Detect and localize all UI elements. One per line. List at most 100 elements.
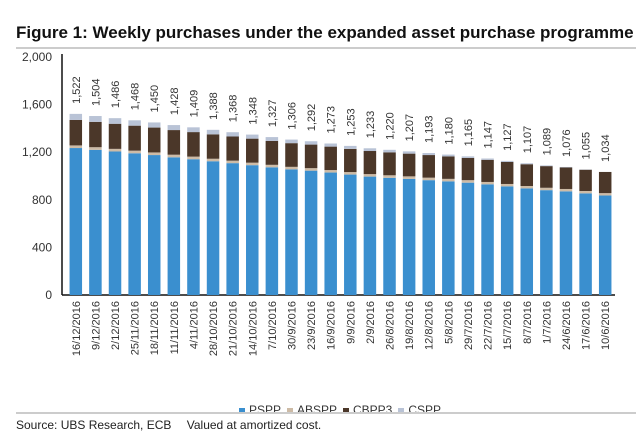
legend-swatch bbox=[238, 407, 245, 414]
bar-segment-abspp bbox=[246, 162, 259, 166]
x-tick-label: 19/8/2016 bbox=[404, 301, 416, 350]
bar-segment-pspp bbox=[167, 157, 181, 295]
bar-segment-abspp bbox=[324, 170, 337, 173]
bar-segment-abspp bbox=[520, 185, 534, 189]
total-data-label: 1,233 bbox=[365, 111, 377, 139]
bar-segment-cspp bbox=[128, 120, 141, 126]
bar-segment-cbpp3 bbox=[442, 156, 455, 179]
x-tick-label: 30/9/2016 bbox=[286, 301, 298, 350]
bar-segment-abspp bbox=[89, 147, 102, 150]
bar-segment-pspp bbox=[383, 177, 396, 295]
bar-segment-cspp bbox=[285, 139, 298, 144]
bar-segment-cbpp3 bbox=[147, 127, 161, 153]
bar-segment-cbpp3 bbox=[285, 143, 298, 167]
legend-label: PSPP bbox=[248, 403, 281, 417]
legend-swatch bbox=[286, 407, 293, 414]
bar-segment-abspp bbox=[226, 160, 239, 164]
bar-segment-abspp bbox=[481, 181, 494, 185]
total-data-label: 1,055 bbox=[581, 132, 593, 160]
bar-segment-cbpp3 bbox=[324, 146, 337, 171]
bar-segment-abspp bbox=[147, 152, 161, 156]
legend: PSPP ABSPP CBPP3 CSPP bbox=[0, 403, 640, 417]
total-data-label: 1,273 bbox=[326, 106, 338, 134]
bar-segment-cbpp3 bbox=[226, 136, 239, 161]
bar-segment-cspp bbox=[167, 125, 181, 131]
x-tick-label: 4/11/2016 bbox=[188, 301, 200, 349]
legend-label: CSPP bbox=[408, 403, 442, 417]
x-tick-label: 24/6/2016 bbox=[561, 301, 573, 350]
bar-segment-cbpp3 bbox=[89, 121, 102, 148]
bar-segment-abspp bbox=[598, 193, 612, 196]
bar-segment-cspp bbox=[481, 158, 494, 160]
x-tick-label: 9/9/2016 bbox=[345, 301, 357, 344]
source-note: Source: UBS Research, ECB Valued at amor… bbox=[16, 418, 636, 432]
bar-segment-cspp bbox=[69, 113, 83, 120]
x-tick-label: 26/8/2016 bbox=[385, 301, 397, 350]
x-tick-label: 18/11/2016 bbox=[149, 301, 161, 355]
bar-segment-cspp bbox=[402, 151, 416, 154]
bar-segment-cspp bbox=[540, 165, 553, 167]
total-data-label: 1,348 bbox=[247, 97, 259, 125]
source-text: Source: UBS Research, ECB bbox=[16, 418, 172, 432]
bar-segment-cbpp3 bbox=[383, 152, 396, 176]
bar-segment-abspp bbox=[187, 156, 200, 160]
valuation-note: Valued at amortized cost. bbox=[186, 418, 322, 432]
bar-segment-abspp bbox=[206, 158, 220, 162]
stacked-bar-chart: 0 400 800 1,200 1,600 2,000 1,522 16/12/2016 1,5… bbox=[22, 50, 615, 356]
bar-segment-pspp bbox=[304, 170, 318, 295]
bar-segment-cspp bbox=[520, 163, 534, 165]
bar-segment-abspp bbox=[344, 172, 357, 175]
bar-segment-pspp bbox=[89, 149, 102, 295]
bar-segment-cbpp3 bbox=[206, 134, 220, 159]
bar-segment-cbpp3 bbox=[559, 167, 573, 189]
x-tick-label: 14/10/2016 bbox=[247, 301, 259, 356]
bar-segment-cbpp3 bbox=[363, 151, 377, 175]
bar-segment-abspp bbox=[500, 183, 514, 187]
bar-segment-cbpp3 bbox=[304, 144, 318, 169]
bar-segment-cspp bbox=[422, 153, 435, 156]
bar-segment-cbpp3 bbox=[598, 171, 612, 194]
legend-item-cbpp3: CBPP3 bbox=[343, 403, 392, 417]
bar-segment-abspp bbox=[461, 180, 475, 183]
y-tick-label: 1,600 bbox=[22, 98, 52, 112]
total-data-label: 1,147 bbox=[483, 121, 495, 149]
legend-swatch bbox=[398, 407, 405, 414]
bar-segment-cbpp3 bbox=[520, 164, 534, 186]
x-tick-label: 15/7/2016 bbox=[502, 301, 514, 350]
bar-segment-abspp bbox=[402, 176, 416, 179]
legend-item-pspp: PSPP bbox=[238, 403, 281, 417]
bar-segment-abspp bbox=[383, 175, 396, 178]
total-data-label: 1,165 bbox=[463, 119, 475, 147]
bar-segment-cspp bbox=[187, 127, 200, 133]
bar-segment-cbpp3 bbox=[422, 155, 435, 178]
bar-segment-pspp bbox=[540, 190, 553, 295]
total-data-label: 1,504 bbox=[90, 78, 102, 106]
bar-segment-pspp bbox=[481, 184, 494, 295]
bar-segment-cspp bbox=[344, 145, 357, 149]
bar-segment-pspp bbox=[147, 155, 161, 295]
bar-segment-cbpp3 bbox=[167, 130, 181, 155]
y-tick-label: 2,000 bbox=[22, 50, 52, 64]
total-data-label: 1,306 bbox=[286, 102, 298, 130]
bar-segment-pspp bbox=[461, 182, 475, 295]
total-data-label: 1,428 bbox=[169, 88, 181, 116]
bar-segment-cbpp3 bbox=[461, 157, 475, 181]
bar-segment-abspp bbox=[559, 188, 573, 192]
bar-segment-pspp bbox=[226, 163, 239, 295]
total-data-label: 1,193 bbox=[424, 116, 436, 144]
total-data-label: 1,450 bbox=[149, 85, 161, 113]
legend-label: ABSPP bbox=[296, 403, 337, 417]
bar-segment-pspp bbox=[422, 180, 435, 295]
total-data-label: 1,034 bbox=[600, 134, 612, 162]
total-data-label: 1,076 bbox=[561, 129, 573, 157]
legend-swatch bbox=[343, 407, 349, 414]
bar-segment-cbpp3 bbox=[402, 153, 416, 177]
bar-segment-pspp bbox=[69, 148, 83, 295]
bar-segment-cspp bbox=[265, 137, 279, 141]
bar-segment-cbpp3 bbox=[579, 169, 592, 191]
total-data-label: 1,220 bbox=[385, 112, 397, 140]
total-data-label: 1,127 bbox=[502, 123, 514, 151]
bar-segment-cspp bbox=[383, 149, 396, 153]
legend-item-cspp: CSPP bbox=[398, 403, 441, 417]
y-tick-label: 1,200 bbox=[22, 145, 52, 159]
